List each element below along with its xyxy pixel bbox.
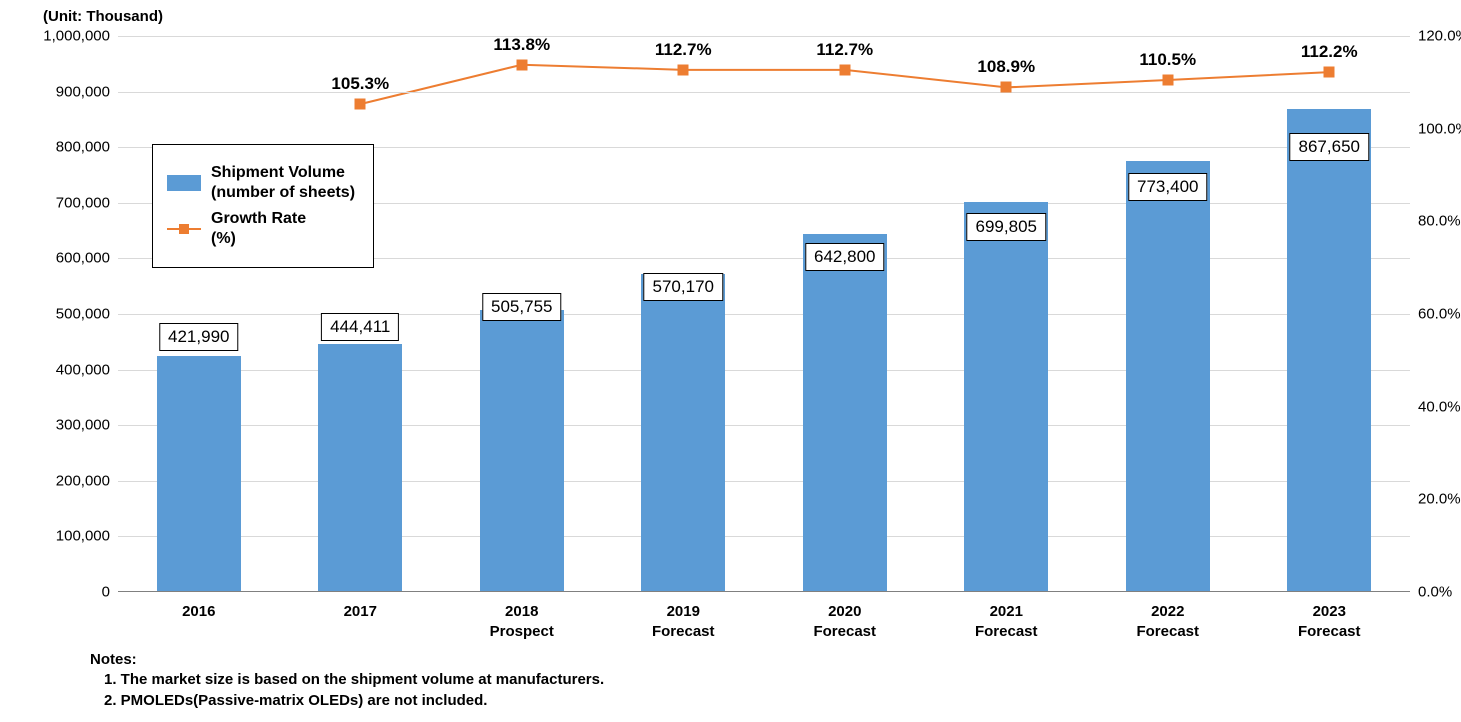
gridline [118, 314, 1410, 315]
x-axis-label: 2019 Forecast [652, 602, 715, 641]
notes-block: Notes:1. The market size is based on the… [90, 650, 604, 711]
gridline [118, 36, 1410, 37]
x-axis-label: 2017 [344, 602, 377, 622]
unit-label: (Unit: Thousand) [43, 8, 163, 25]
bar [641, 274, 725, 591]
bar-value-label: 421,990 [159, 323, 238, 351]
bar [1126, 161, 1210, 591]
growth-value-label: 112.7% [655, 40, 712, 60]
chart-container: (Unit: Thousand) 421,990 444,411 105.3% 505… [0, 0, 1461, 722]
y-left-tick: 200,000 [56, 472, 110, 489]
y-right-tick: 80.0% [1418, 213, 1461, 230]
y-right-tick: 0.0% [1418, 584, 1452, 601]
y-left-tick: 900,000 [56, 83, 110, 100]
legend-row-line: Growth Rate (%) [167, 209, 355, 249]
y-left-tick: 400,000 [56, 361, 110, 378]
plot-area: 421,990 444,411 105.3% 505,755 113.8% 570,170… [118, 36, 1410, 592]
legend: Shipment Volume (number of sheets) Growt… [152, 144, 374, 268]
legend-swatch-line [167, 221, 201, 237]
bar [1287, 109, 1371, 591]
y-left-tick: 1,000,000 [43, 28, 110, 45]
growth-value-label: 108.9% [977, 57, 1035, 77]
x-axis-label: 2016 [182, 602, 215, 622]
growth-marker [839, 64, 850, 75]
legend-label-line: Growth Rate (%) [211, 209, 306, 249]
bar [480, 310, 564, 591]
legend-row-bar: Shipment Volume (number of sheets) [167, 163, 355, 203]
bar-value-label: 642,800 [805, 243, 884, 271]
growth-marker [1324, 67, 1335, 78]
y-right-tick: 120.0% [1418, 28, 1461, 45]
growth-value-label: 112.2% [1301, 42, 1358, 62]
y-left-tick: 800,000 [56, 139, 110, 156]
growth-value-label: 110.5% [1139, 50, 1196, 70]
y-left-tick: 600,000 [56, 250, 110, 267]
y-left-tick: 700,000 [56, 194, 110, 211]
y-left-tick: 100,000 [56, 528, 110, 545]
note-line: 2. PMOLEDs(Passive-matrix OLEDs) are not… [90, 691, 604, 711]
bar-value-label: 773,400 [1128, 173, 1207, 201]
growth-value-label: 112.7% [816, 40, 873, 60]
gridline [118, 425, 1410, 426]
x-axis-label: 2021 Forecast [975, 602, 1038, 641]
y-left-tick: 300,000 [56, 417, 110, 434]
bar-value-label: 867,650 [1290, 133, 1369, 161]
x-axis-label: 2018 Prospect [490, 602, 554, 641]
legend-label-bar: Shipment Volume (number of sheets) [211, 163, 355, 203]
x-axis-label: 2022 Forecast [1136, 602, 1199, 641]
gridline [118, 370, 1410, 371]
note-line: Notes: [90, 650, 604, 670]
growth-marker [355, 99, 366, 110]
gridline [118, 92, 1410, 93]
x-axis-label: 2023 Forecast [1298, 602, 1361, 641]
bar-value-label: 444,411 [321, 313, 399, 341]
bar [803, 234, 887, 591]
growth-marker [1001, 82, 1012, 93]
y-right-tick: 100.0% [1418, 120, 1461, 137]
bar-value-label: 570,170 [644, 273, 723, 301]
y-right-tick: 20.0% [1418, 491, 1461, 508]
bar [318, 344, 402, 591]
growth-marker [1162, 75, 1173, 86]
gridline [118, 536, 1410, 537]
y-left-tick: 500,000 [56, 306, 110, 323]
growth-value-label: 113.8% [493, 35, 550, 55]
growth-marker [678, 64, 689, 75]
y-right-tick: 40.0% [1418, 398, 1461, 415]
growth-marker [516, 59, 527, 70]
bar-value-label: 505,755 [482, 293, 561, 321]
y-left-tick: 0 [102, 584, 110, 601]
note-line: 1. The market size is based on the shipm… [90, 670, 604, 690]
bar-value-label: 699,805 [967, 213, 1046, 241]
y-right-tick: 60.0% [1418, 306, 1461, 323]
x-axis-label: 2020 Forecast [813, 602, 876, 641]
legend-swatch-bar [167, 175, 201, 191]
growth-value-label: 105.3% [331, 74, 389, 94]
bar [157, 356, 241, 591]
gridline [118, 481, 1410, 482]
bar [964, 202, 1048, 591]
